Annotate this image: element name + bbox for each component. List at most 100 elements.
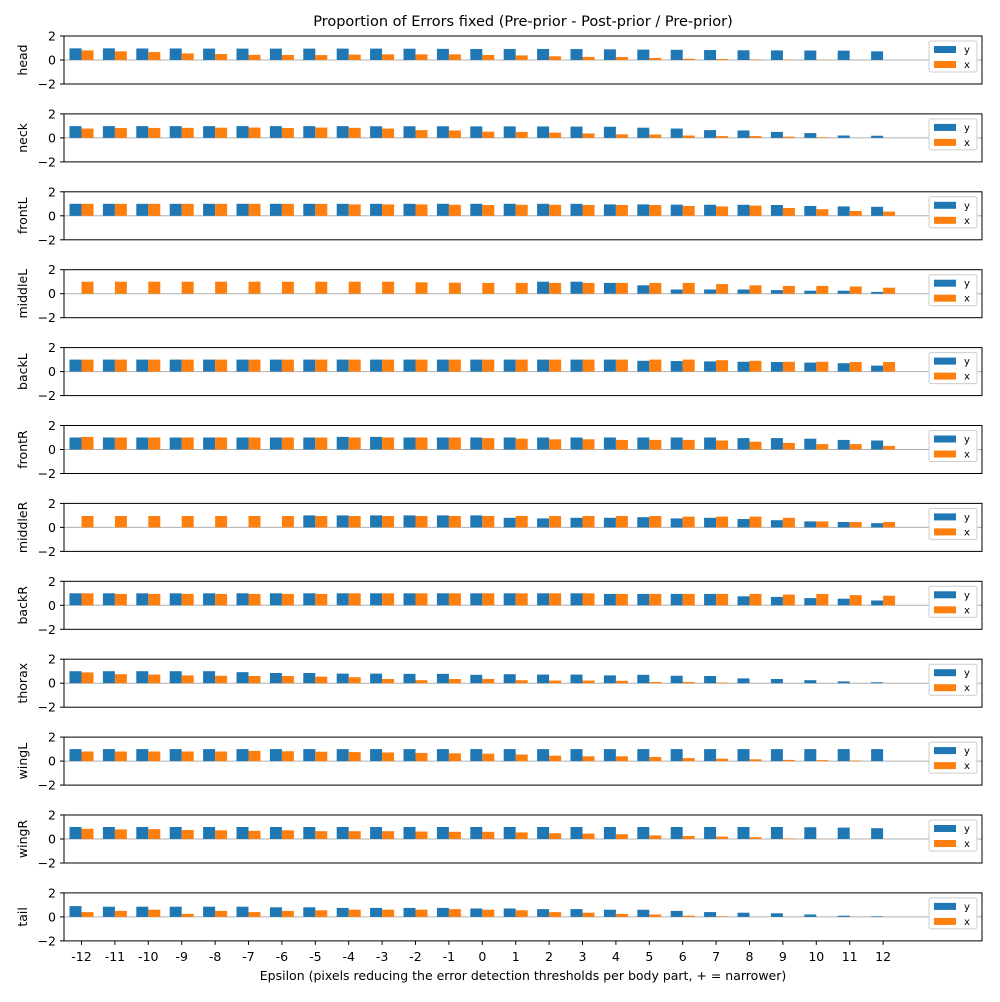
legend-swatch-y (934, 436, 956, 443)
y-tick-label: 2 (48, 652, 56, 667)
bar-backL-y-3 (571, 360, 583, 372)
bar-wingR-x--3 (382, 831, 394, 839)
bar-backR-y--3 (370, 593, 382, 605)
bar-wingR-y-11 (838, 828, 850, 839)
bar-frontL-x--1 (449, 205, 461, 216)
y-tick-label: 2 (48, 574, 56, 589)
y-axis-label-backL: backL (15, 353, 30, 390)
legend-swatch-x (934, 606, 956, 613)
bar-wingL-x--12 (82, 752, 94, 762)
bar-backL-x--2 (416, 360, 428, 372)
y-tick-label: 2 (48, 340, 56, 355)
bar-tail-x--5 (315, 910, 327, 917)
bar-middleR-x-7 (716, 517, 728, 528)
bar-head-y--1 (437, 49, 449, 60)
x-tick-label: -1 (443, 949, 455, 964)
bar-middleR-y-4 (604, 518, 616, 528)
bar-middleL-x-2 (549, 283, 561, 294)
x-tick-label: 6 (679, 949, 687, 964)
bar-backL-x-8 (750, 361, 762, 372)
bar-backL-y--8 (203, 360, 215, 372)
bar-tail-y--1 (437, 908, 449, 917)
bar-middleL-y-12 (871, 292, 883, 294)
bar-frontR-y-12 (871, 441, 883, 450)
legend-swatch-x (934, 217, 956, 224)
bar-backR-x-11 (850, 595, 862, 605)
bar-backR-x--8 (215, 594, 227, 605)
bar-wingL-y-1 (504, 749, 516, 761)
bar-head-y--5 (303, 49, 315, 60)
bar-thorax-y--2 (404, 674, 416, 683)
bar-wingL-x--11 (115, 752, 127, 762)
bar-middleL-x-8 (750, 285, 762, 293)
bar-frontR-x-0 (482, 438, 494, 449)
bar-frontR-y-10 (804, 439, 816, 450)
bar-neck-x--3 (382, 129, 394, 138)
bar-wingR-y-3 (571, 827, 583, 839)
bar-frontR-x--12 (82, 437, 94, 450)
bar-wingL-y-0 (470, 749, 482, 761)
bar-middleR-x-10 (816, 521, 828, 527)
bar-wingL-x--9 (182, 752, 194, 762)
bar-thorax-y--1 (437, 674, 449, 683)
bar-backR-x--4 (349, 593, 361, 605)
bar-neck-x--5 (315, 128, 327, 138)
legend-swatch-x (934, 762, 956, 769)
bar-tail-x-7 (716, 916, 728, 917)
bar-tail-y--10 (136, 907, 148, 917)
bar-head-x--9 (182, 53, 194, 60)
bar-neck-x-9 (783, 137, 795, 138)
bar-neck-x--7 (249, 128, 261, 138)
bar-neck-x-7 (716, 136, 728, 138)
bar-backL-x-6 (683, 360, 695, 372)
bar-frontR-x--6 (282, 438, 294, 450)
bar-frontL-y--12 (70, 204, 82, 216)
bar-backR-y--4 (337, 593, 349, 605)
bar-thorax-y-8 (738, 678, 750, 683)
legend-swatch-y (934, 280, 956, 287)
bar-tail-y--3 (370, 908, 382, 917)
bar-tail-x--4 (349, 910, 361, 917)
x-tick-label: 1 (512, 949, 520, 964)
bar-frontR-y-8 (738, 438, 750, 449)
bar-middleR-x-0 (482, 516, 494, 527)
bar-middleL-x-6 (683, 283, 695, 294)
bar-wingL-x--8 (215, 752, 227, 762)
bar-head-x-2 (549, 56, 561, 60)
bar-middleL-y-8 (738, 290, 750, 294)
bar-middleR-x--3 (382, 516, 394, 527)
x-tick-label: -12 (71, 949, 91, 964)
bar-frontL-x--2 (416, 204, 428, 215)
bar-neck-y-2 (537, 127, 549, 138)
bar-middleR-x--5 (315, 516, 327, 527)
bar-frontL-y--1 (437, 204, 449, 216)
bar-tail-x--7 (249, 912, 261, 917)
bar-wingR-x-2 (549, 833, 561, 839)
bar-head-y--12 (70, 48, 82, 60)
legend-swatch-y (934, 358, 956, 365)
bar-frontL-x--6 (282, 204, 294, 216)
legend: yx (929, 119, 977, 150)
bar-head-x--5 (315, 55, 327, 60)
bar-frontR-x--7 (249, 438, 261, 450)
bar-wingR-x-0 (482, 832, 494, 839)
bar-head-y-10 (804, 51, 816, 60)
bar-wingR-y-6 (671, 827, 683, 839)
bar-wingL-x-11 (850, 761, 862, 762)
bar-backL-y--3 (370, 360, 382, 372)
bar-wingL-y--6 (270, 749, 282, 761)
bar-thorax-x--11 (115, 674, 127, 683)
y-tick-label: −2 (38, 933, 56, 948)
bar-thorax-x--10 (148, 675, 160, 684)
bar-backR-y--1 (437, 593, 449, 605)
bar-wingR-x--6 (282, 830, 294, 839)
bar-wingR-x--10 (148, 829, 160, 839)
legend-label-y: y (964, 279, 970, 290)
bar-tail-y-12 (871, 916, 883, 917)
bar-middleL-x-11 (850, 287, 862, 294)
bar-middleL-x-9 (783, 286, 795, 294)
bar-middleR-y--2 (404, 515, 416, 527)
bar-backR-x-9 (783, 595, 795, 606)
